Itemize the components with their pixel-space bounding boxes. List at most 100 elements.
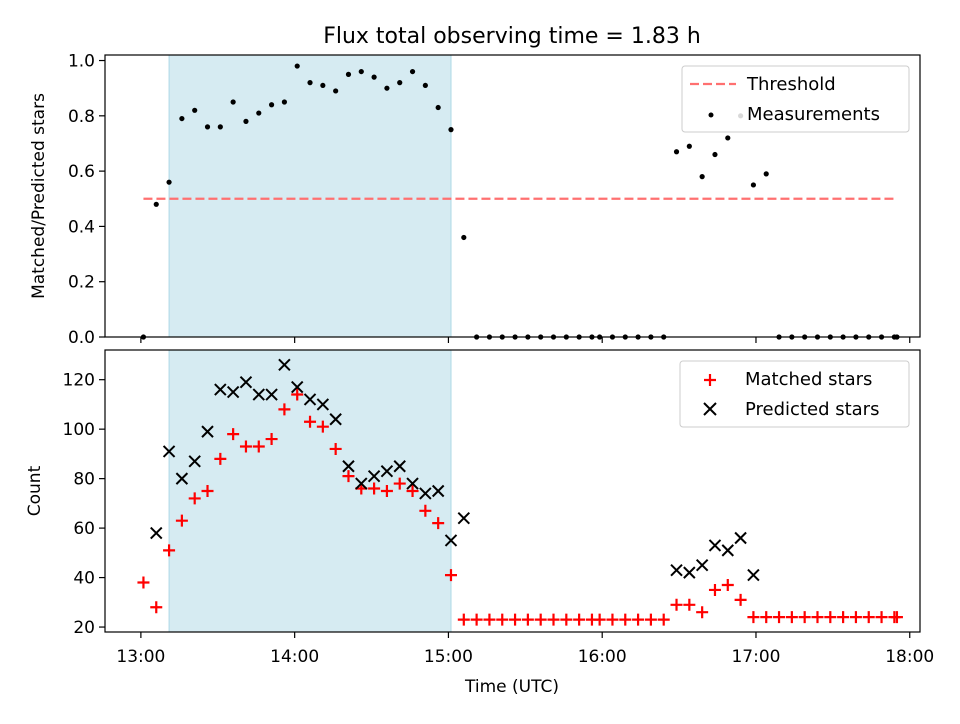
matched-point [137,576,150,589]
predicted-point [670,563,683,577]
measurement-point [673,149,680,155]
y-axis-ticks: 20 40 60 80 100 120 [63,371,105,638]
y-tick-label: 40 [73,569,95,589]
measurement-point [307,80,313,86]
legend-predicted-label: Predicted stars [745,399,879,420]
measurement-point [345,71,352,77]
predicted-point [239,375,253,389]
matched-point [470,613,483,626]
matched-point [175,514,188,527]
predicted-point [265,388,278,401]
matched-point [734,593,747,606]
matched-point [862,611,875,624]
measurement-point [461,234,467,241]
matched-point [708,583,721,596]
matched-point [368,482,381,495]
matched-point [747,611,760,624]
matched-point [278,403,291,416]
matched-point [721,579,734,591]
measurement-point [333,88,339,94]
measurement-point [153,201,159,207]
matched-point [432,517,445,530]
measurement-point [281,99,288,105]
matched-point [683,598,696,611]
predicted-point [175,472,189,485]
predicted-point [721,544,734,557]
predicted-point [201,425,214,438]
matched-point [606,613,619,626]
measurement-point [750,182,757,188]
measurement-point [192,107,198,113]
predicted-point [355,477,368,490]
predicted-point [431,484,445,498]
matched-point [837,611,850,624]
predicted-point [419,487,432,500]
y-axis-label: Matched/Predicted stars [29,93,49,299]
measurement-point [725,135,731,141]
matched-point [785,611,798,624]
matched-point [824,611,837,624]
matched-point [773,611,786,624]
predicted-point [329,413,342,426]
measurement-point [699,174,705,180]
x-axis-ticks [140,337,911,343]
matched-point [406,485,419,497]
predicted-point [214,383,227,396]
y-tick-label: 100 [63,420,95,440]
x-axis-label: Time (UTC) [464,677,559,697]
matched-point [419,504,432,517]
matched-point [201,485,214,497]
measurement-point [268,102,275,108]
measurement-point [217,124,223,130]
y-tick-label: 1.0 [68,52,95,72]
legend-predicted-swatch [703,402,717,416]
matched-point [457,613,470,626]
matched-point [214,452,227,465]
y-tick-label: 0.2 [68,273,95,293]
predicted-point [747,568,760,582]
predicted-point [278,358,291,372]
y-tick-label: 0.4 [68,217,95,237]
matched-point [619,613,632,626]
measurement-point [422,82,428,89]
matched-point [811,611,824,624]
y-tick-label: 0.0 [68,328,95,348]
predicted-point [316,398,330,411]
measurement-point [409,68,416,75]
legend-frame [679,360,910,428]
matched-point [444,569,457,582]
matched-point [150,601,163,614]
predicted-point [342,460,355,473]
legend-matched-swatch [704,374,716,386]
matched-point [534,613,547,626]
x-tick-label: 18:00 [885,647,934,667]
measurement-point [435,104,441,111]
matched-point [227,428,240,441]
measurement-point [358,68,364,75]
predicted-point [380,465,394,478]
predicted-point [367,469,381,483]
measurement-point [230,99,236,105]
matched-point [252,440,265,453]
matched-point [265,433,278,446]
matched-point [291,388,304,401]
x-tick-label: 16:00 [578,647,627,667]
matched-point [875,611,888,624]
matched-point [239,440,252,453]
count-points [137,358,903,626]
measurement-point [256,110,262,116]
y-tick-label: 120 [63,371,95,391]
predicted-point [406,477,419,490]
predicted-point [162,445,176,458]
matched-point [509,613,522,626]
matched-point [798,611,811,624]
legend-matched-label: Matched stars [745,369,872,390]
legend-frame [681,65,910,133]
measurement-point [686,143,692,149]
measurement-point [179,115,185,122]
plot-frame [104,54,921,338]
matched-point [696,606,709,619]
measurement-point [712,151,718,158]
predicted-point [226,385,240,399]
